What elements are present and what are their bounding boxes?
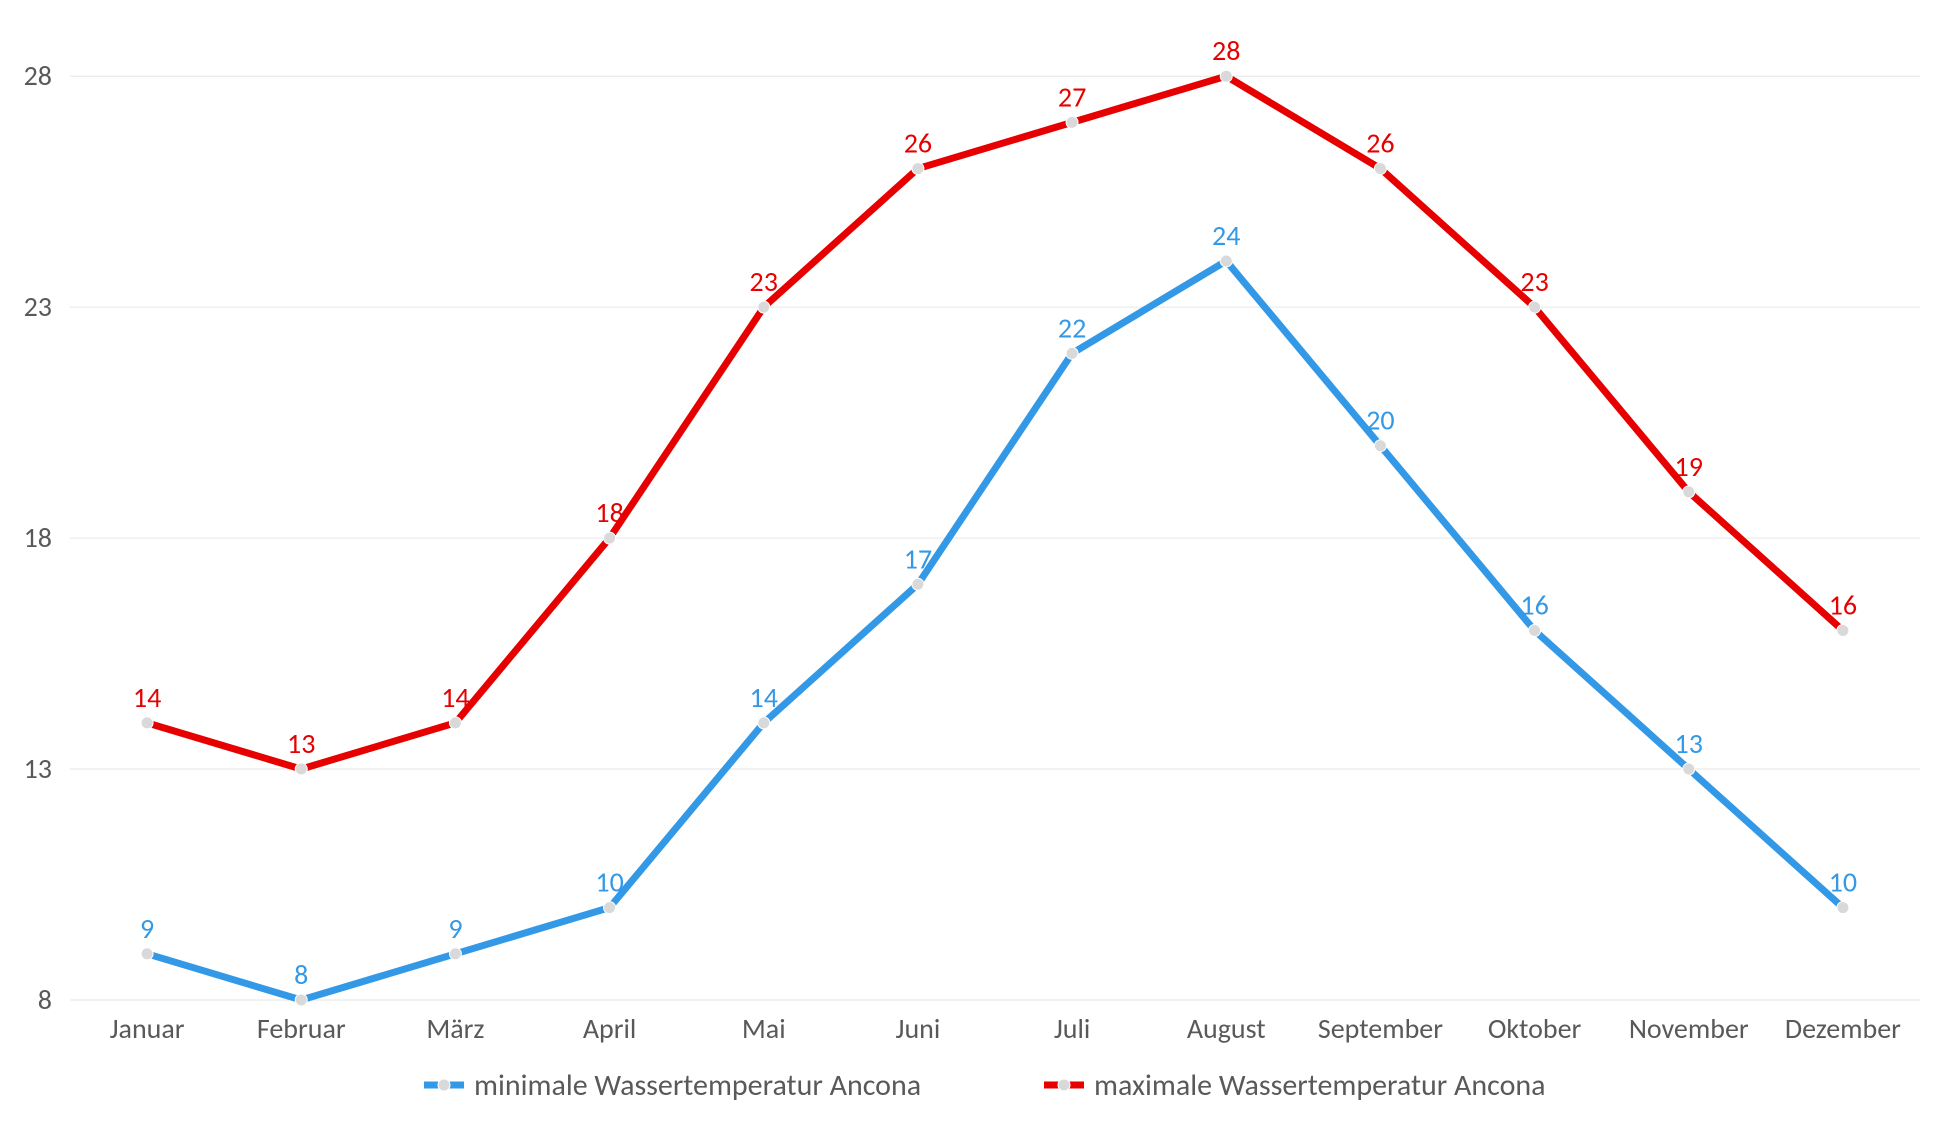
marker-max: [1066, 116, 1078, 128]
data-label-max: 16: [1829, 587, 1857, 622]
data-label-min: 9: [140, 911, 154, 946]
data-label-max: 14: [441, 680, 469, 715]
marker-max: [295, 763, 307, 775]
marker-min: [912, 578, 924, 590]
chart-background: [0, 0, 1942, 1131]
data-label-min: 16: [1520, 587, 1548, 622]
data-label-max: 26: [904, 126, 932, 161]
x-axis-tick-label: September: [1318, 1011, 1443, 1046]
y-axis-tick-label: 23: [24, 289, 52, 324]
data-label-max: 27: [1058, 79, 1086, 114]
data-label-max: 23: [1520, 264, 1548, 299]
marker-max: [449, 717, 461, 729]
marker-min: [1837, 902, 1849, 914]
data-label-min: 8: [294, 957, 308, 992]
marker-min: [1220, 255, 1232, 267]
data-label-max: 14: [133, 680, 161, 715]
marker-min: [758, 717, 770, 729]
marker-max: [141, 717, 153, 729]
marker-max: [1374, 163, 1386, 175]
marker-min: [1066, 347, 1078, 359]
data-label-min: 9: [448, 911, 462, 946]
data-label-max: 13: [287, 726, 315, 761]
y-axis-tick-label: 28: [24, 58, 52, 93]
legend-swatch-marker-max: [1058, 1079, 1070, 1091]
x-axis-tick-label: Oktober: [1488, 1011, 1582, 1046]
marker-min: [604, 902, 616, 914]
marker-max: [758, 301, 770, 313]
data-label-min: 20: [1366, 403, 1394, 438]
x-axis-tick-label: März: [426, 1011, 484, 1046]
marker-min: [449, 948, 461, 960]
marker-max: [1683, 486, 1695, 498]
marker-min: [1683, 763, 1695, 775]
data-label-min: 13: [1675, 726, 1703, 761]
data-label-max: 19: [1675, 449, 1703, 484]
marker-min: [1374, 440, 1386, 452]
x-axis-tick-label: August: [1187, 1011, 1266, 1046]
data-label-min: 10: [1829, 865, 1857, 900]
data-label-max: 23: [750, 264, 778, 299]
marker-min: [1529, 624, 1541, 636]
marker-max: [912, 163, 924, 175]
data-label-max: 18: [595, 495, 623, 530]
chart-svg: 8 13 18 23 28 Januar Februar März April Mai Juni Ju…: [0, 0, 1942, 1131]
x-axis-tick-label: Dezember: [1785, 1011, 1901, 1046]
marker-max: [604, 532, 616, 544]
x-axis-tick-label: Juni: [896, 1011, 941, 1046]
x-axis-tick-label: April: [583, 1011, 637, 1046]
y-axis-tick-label: 13: [24, 751, 52, 786]
legend-label-min: minimale Wassertemperatur Ancona: [474, 1067, 921, 1104]
water-temperature-chart: 8 13 18 23 28 Januar Februar März April Mai Juni Ju…: [0, 0, 1942, 1131]
y-axis-tick-label: 18: [24, 520, 52, 555]
x-axis-tick-label: Februar: [257, 1011, 346, 1046]
data-label-min: 22: [1058, 310, 1086, 345]
legend-label-max: maximale Wassertemperatur Ancona: [1094, 1067, 1546, 1104]
data-label-min: 17: [904, 541, 932, 576]
x-axis-tick-label: November: [1629, 1011, 1749, 1046]
data-label-min: 24: [1212, 218, 1240, 253]
x-axis-tick-label: Mai: [742, 1011, 786, 1046]
y-axis-tick-label: 8: [38, 982, 52, 1017]
data-label-min: 10: [595, 865, 623, 900]
x-axis-tick-label: Juli: [1054, 1011, 1091, 1046]
legend-swatch-marker-min: [438, 1079, 450, 1091]
data-label-max: 28: [1212, 33, 1240, 68]
x-axis-tick-label: Januar: [110, 1011, 185, 1046]
marker-max: [1220, 70, 1232, 82]
marker-min: [141, 948, 153, 960]
marker-max: [1529, 301, 1541, 313]
data-label-max: 26: [1366, 126, 1394, 161]
marker-min: [295, 994, 307, 1006]
data-label-min: 14: [750, 680, 778, 715]
marker-max: [1837, 624, 1849, 636]
